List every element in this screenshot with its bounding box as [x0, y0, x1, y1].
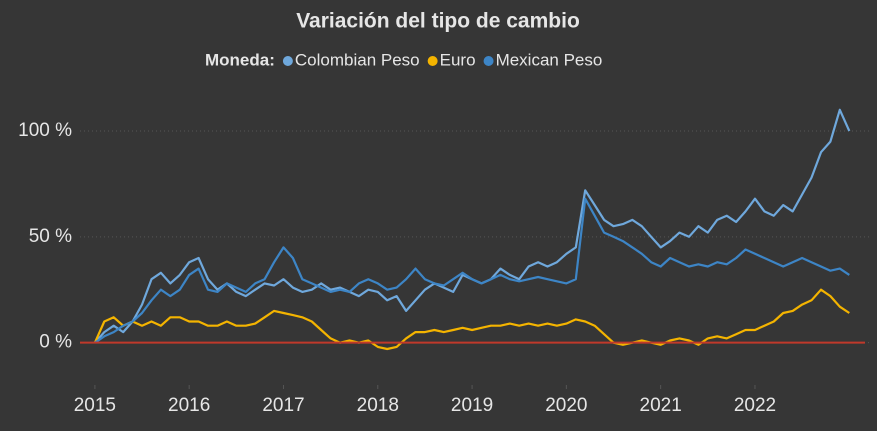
legend-swatch [427, 56, 438, 66]
y-tick-label: 0 % [39, 332, 72, 353]
series-line [94, 197, 850, 344]
legend-label: Colombian Peso [295, 50, 420, 69]
x-tick-label: 2016 [168, 395, 210, 416]
x-tick-label: 2019 [451, 395, 493, 416]
legend-label: Mexican Peso [496, 50, 603, 69]
y-tick-label: 50 % [29, 226, 72, 247]
x-tick-label: 2022 [734, 395, 776, 416]
y-tick-label: 100 % [18, 120, 72, 141]
chart-title: Variación del tipo de cambio [296, 10, 580, 33]
x-tick-label: 2017 [262, 395, 304, 416]
legend-label: Euro [440, 50, 476, 69]
x-tick-label: 2018 [357, 395, 399, 416]
x-tick-label: 2021 [640, 395, 682, 416]
legend-swatch [282, 56, 293, 66]
legend-title: Moneda: [205, 50, 275, 69]
legend-swatch [483, 56, 494, 66]
series-line [93, 288, 850, 351]
x-tick-label: 2020 [545, 395, 587, 416]
x-tick-label: 2015 [74, 395, 116, 416]
